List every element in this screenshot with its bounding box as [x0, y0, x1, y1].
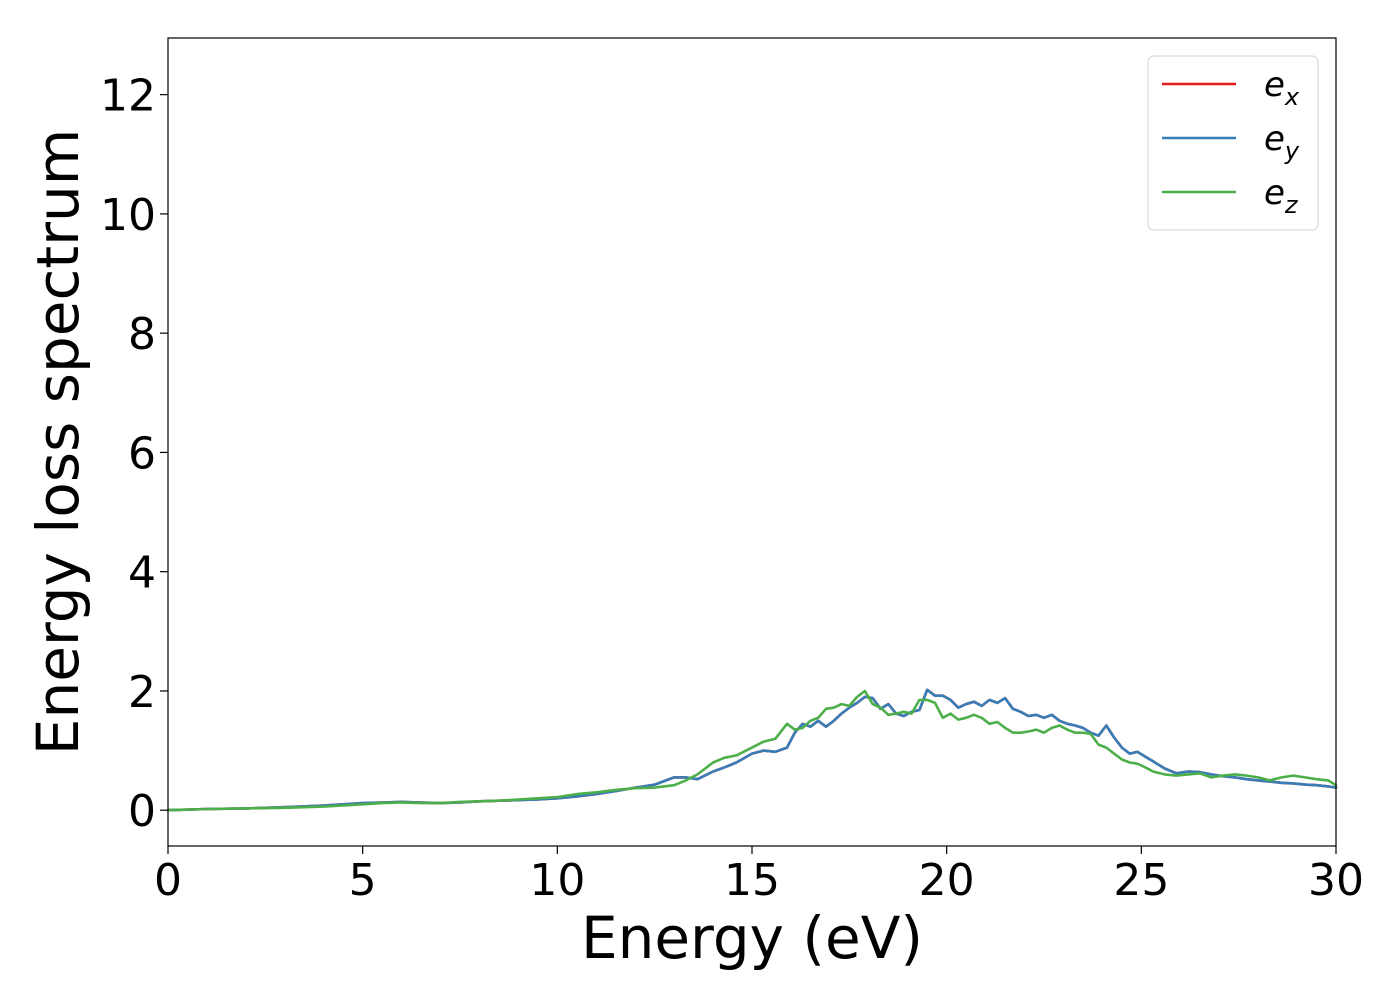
x-tick-label: 20 — [919, 855, 975, 906]
series-layer — [166, 688, 1338, 812]
x-tick-label: 30 — [1308, 855, 1364, 906]
x-tick-label: 25 — [1113, 855, 1169, 906]
x-tick-label: 15 — [724, 855, 780, 906]
x-tick-label: 5 — [349, 855, 377, 906]
legend-box — [1147, 55, 1319, 231]
y-tick-label: 2 — [128, 667, 156, 718]
y-axis-title: Energy loss spectrum — [24, 129, 92, 755]
x-axis-ticks: 0 5 10 15 20 25 30 — [154, 846, 1364, 906]
x-tick-label: 0 — [154, 855, 182, 906]
series-line-3 — [166, 689, 1338, 812]
y-tick-label: 8 — [128, 309, 156, 360]
y-tick-label: 12 — [100, 71, 156, 122]
x-axis-title: Energy (eV) — [581, 904, 923, 972]
plot-background — [168, 38, 1336, 846]
y-tick-label: 4 — [128, 548, 156, 599]
y-tick-label: 0 — [128, 786, 156, 837]
y-tick-label: 10 — [100, 190, 156, 241]
y-tick-label: 6 — [128, 428, 156, 479]
x-tick-label: 10 — [529, 855, 585, 906]
y-axis-ticks: 0 2 4 6 8 10 12 — [100, 71, 168, 837]
